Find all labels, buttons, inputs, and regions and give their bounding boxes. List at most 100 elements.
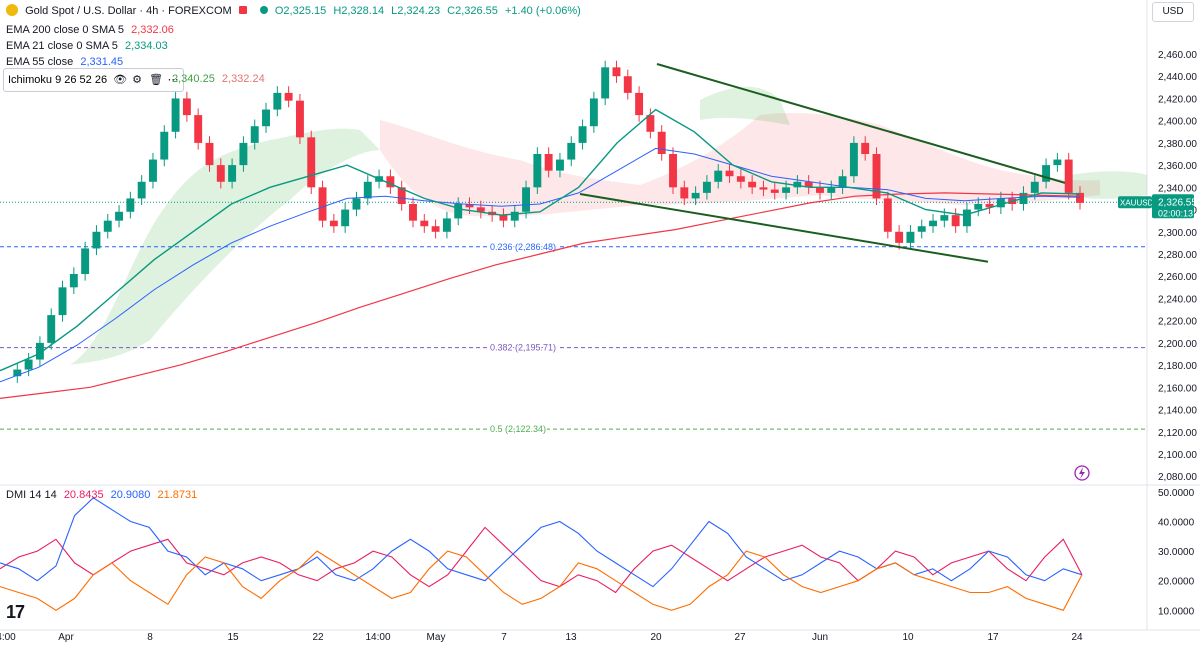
candle-body bbox=[601, 67, 610, 99]
ichimoku-label: Ichimoku 9 26 52 26 bbox=[8, 74, 108, 86]
eye-icon[interactable]: 👁 bbox=[113, 74, 128, 86]
time-tick-label: 13 bbox=[565, 632, 577, 643]
candle-body bbox=[341, 209, 350, 227]
candle-body bbox=[578, 126, 587, 143]
candle-body bbox=[522, 187, 530, 212]
candle-body bbox=[510, 211, 519, 221]
ema200-value: 2,332.06 bbox=[131, 24, 174, 36]
price-tick-label: 2,080.00 bbox=[1158, 472, 1197, 483]
candle-body bbox=[47, 315, 56, 343]
candle-body bbox=[782, 187, 791, 193]
candle-body bbox=[386, 176, 395, 188]
candle-body bbox=[13, 369, 22, 377]
candle-body bbox=[126, 198, 135, 212]
candle-body bbox=[329, 220, 338, 227]
price-tag-value: 2,326.55 bbox=[1158, 197, 1197, 208]
market-open-icon bbox=[259, 6, 268, 14]
candle-body bbox=[974, 204, 983, 210]
tradingview-logo[interactable]: 17 bbox=[6, 602, 25, 622]
time-tick-label: Jun bbox=[812, 632, 828, 643]
candle-body bbox=[635, 92, 644, 116]
candle-body bbox=[544, 154, 553, 171]
ema55-legend[interactable]: EMA 55 close 2,331.45 bbox=[6, 56, 127, 68]
price-tick-label: 2,420.00 bbox=[1158, 94, 1197, 105]
candle-body bbox=[182, 98, 191, 116]
ema200-legend[interactable]: EMA 200 close 0 SMA 5 2,332.06 bbox=[6, 24, 178, 36]
price-tick-label: 2,120.00 bbox=[1158, 428, 1197, 439]
candle-body bbox=[273, 92, 282, 110]
candle-body bbox=[646, 115, 655, 132]
time-tick-label: 20 bbox=[650, 632, 662, 643]
candle-body bbox=[895, 231, 904, 243]
price-tick-label: 2,100.00 bbox=[1158, 450, 1197, 461]
price-tick-label: 2,140.00 bbox=[1158, 406, 1197, 417]
candle-body bbox=[262, 109, 270, 127]
dmi-adx-line bbox=[0, 550, 1083, 611]
settings-gear-icon[interactable]: ⚙ bbox=[132, 74, 143, 86]
ohlc-low: L2,324.23 bbox=[391, 5, 441, 17]
candle-body bbox=[714, 170, 723, 182]
candle-body bbox=[1064, 159, 1073, 193]
candle-body bbox=[985, 204, 994, 208]
candle-body bbox=[996, 198, 1005, 208]
candle-body bbox=[804, 181, 813, 188]
candle-body bbox=[420, 220, 429, 227]
candle-body bbox=[216, 165, 225, 182]
ema21-label: EMA 21 close 0 SMA 5 bbox=[6, 40, 118, 52]
candle-body bbox=[397, 187, 406, 204]
cloud-bearish bbox=[380, 113, 1100, 217]
dmi-tick-label: 10.0000 bbox=[1158, 606, 1195, 617]
candle-body bbox=[160, 131, 169, 160]
candle-body bbox=[171, 98, 180, 132]
candle-body bbox=[307, 137, 316, 188]
symbol-tag-bg bbox=[1118, 196, 1152, 209]
candle-body bbox=[442, 218, 451, 232]
trendline-upper bbox=[656, 63, 1066, 184]
currency-button[interactable]: USD bbox=[1152, 2, 1194, 22]
trendline-lower bbox=[579, 193, 989, 263]
candle-body bbox=[827, 187, 836, 193]
candle-body bbox=[917, 226, 926, 232]
time-tick-label: May bbox=[427, 632, 446, 643]
trash-icon[interactable]: 🗑 bbox=[149, 74, 164, 86]
symbol-title[interactable]: Gold Spot / U.S. Dollar · 4h · FOREXCOM bbox=[25, 5, 232, 17]
time-tick-label: 27 bbox=[734, 632, 746, 643]
candle-body bbox=[58, 287, 67, 316]
fib-label-0: 0.236 (2,286.48) bbox=[490, 242, 556, 252]
flash-bolt-icon bbox=[1079, 467, 1085, 479]
ema55-value: 2,331.45 bbox=[80, 56, 124, 68]
candle-body bbox=[861, 142, 870, 154]
candle-body bbox=[623, 76, 632, 93]
dmi-tick-label: 30.0000 bbox=[1158, 547, 1195, 558]
ema55-line bbox=[0, 147, 1081, 383]
candle-body bbox=[736, 176, 745, 182]
time-tick-label: 14:00 bbox=[365, 632, 390, 643]
candle-body bbox=[680, 187, 689, 199]
candle-body bbox=[92, 231, 101, 249]
dmi-legend[interactable]: DMI 14 14 20.8435 20.9080 21.8731 bbox=[6, 489, 201, 501]
candle-body bbox=[454, 204, 463, 219]
dmi-value-2: 20.9080 bbox=[110, 489, 151, 501]
ema21-legend[interactable]: EMA 21 close 0 SMA 5 2,334.03 bbox=[6, 40, 172, 52]
candle-body bbox=[476, 207, 485, 212]
price-tick-label: 2,460.00 bbox=[1158, 50, 1197, 61]
candle-body bbox=[556, 159, 564, 171]
gold-coin-icon bbox=[6, 4, 18, 16]
ohlc-close: C2,326.55 bbox=[447, 5, 498, 17]
symbol-legend: Gold Spot / U.S. Dollar · 4h · FOREXCOM … bbox=[6, 4, 585, 17]
candle-body bbox=[465, 204, 474, 208]
price-tag-bg bbox=[1152, 194, 1194, 219]
candle-body bbox=[770, 189, 779, 193]
ichimoku-legend[interactable]: Ichimoku 9 26 52 26 👁 ⚙ 🗑 ⋯ bbox=[3, 68, 185, 92]
candle-body bbox=[137, 181, 146, 199]
cloud-bullish-2 bbox=[700, 86, 790, 125]
price-tick-label: 2,180.00 bbox=[1158, 361, 1197, 372]
candle-body bbox=[250, 126, 259, 143]
price-tick-label: 2,300.00 bbox=[1158, 228, 1197, 239]
ohlc-open: O2,325.15 bbox=[274, 5, 327, 17]
price-tick-label: 2,440.00 bbox=[1158, 72, 1197, 83]
candle-body bbox=[612, 67, 621, 77]
candle-body bbox=[669, 154, 677, 188]
ema21-line bbox=[0, 108, 1081, 372]
more-dots-icon[interactable]: ⋯ bbox=[167, 74, 179, 86]
